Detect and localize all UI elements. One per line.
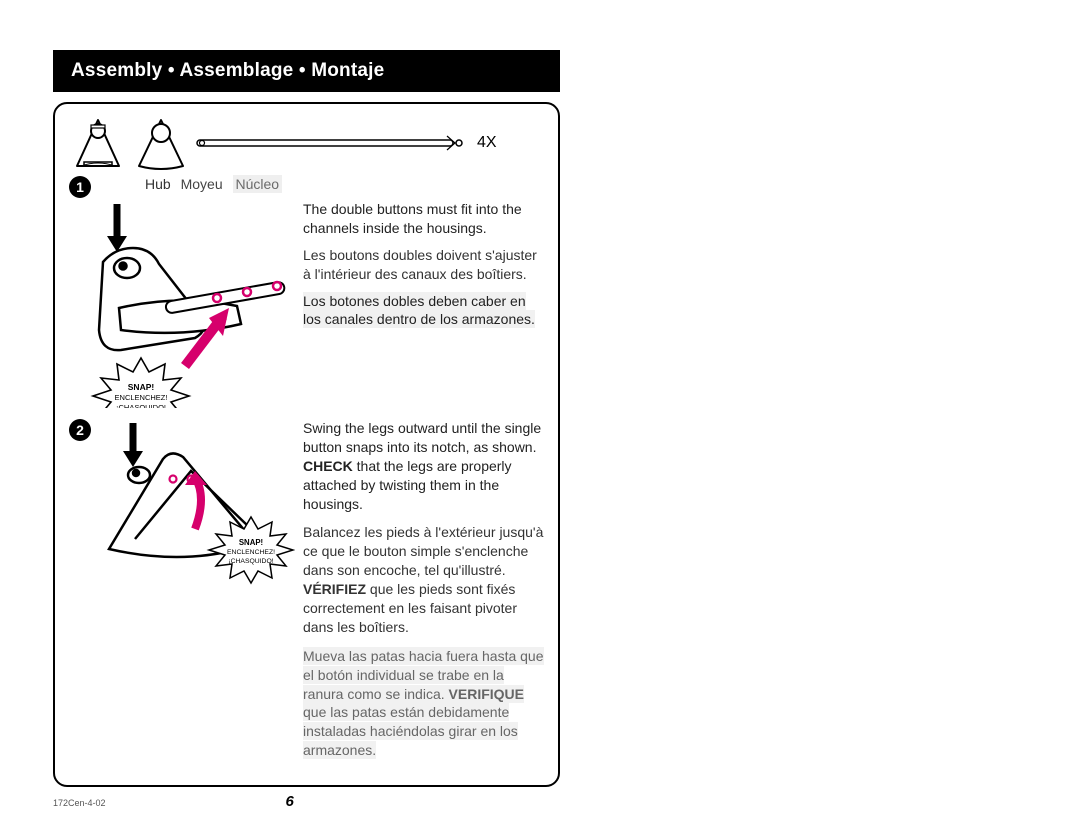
snap-text-2: ENCLENCHEZ!	[115, 393, 168, 402]
snap2-text-1: SNAP!	[239, 538, 263, 547]
snap-callout-icon: SNAP! ENCLENCHEZ! ¡CHASQUIDO!	[93, 358, 189, 408]
snap2-text-2: ENCLENCHEZ!	[227, 549, 275, 556]
part-hub-back-icon	[69, 116, 127, 170]
parts-row: 4X	[69, 116, 544, 170]
step-1-text-col: The double buttons must fit into the cha…	[303, 176, 544, 337]
down-arrow-icon	[107, 204, 127, 252]
step2-text-en: Swing the legs outward until the single …	[303, 419, 544, 513]
section-title-bar: Assembly • Assemblage • Montaje	[53, 50, 560, 92]
hub-label-en: Hub	[145, 176, 171, 192]
hub-labels: Hub Moyeu Núcleo	[145, 176, 295, 192]
step2-text-fr: Balancez les pieds à l'extérieur jusqu'à…	[303, 523, 544, 636]
step-2: 2	[69, 419, 544, 770]
page-number: 6	[286, 793, 294, 810]
snap-text-3: ¡CHASQUIDO!	[116, 403, 166, 408]
step1-text-es: Los botones dobles deben caber en los ca…	[303, 292, 544, 330]
step-1-badge: 1	[69, 176, 91, 198]
hub-label-es: Núcleo	[233, 175, 283, 193]
hub-label-fr: Moyeu	[181, 176, 223, 192]
step-1-illustration: SNAP! ENCLENCHEZ! ¡CHASQUIDO!	[69, 198, 295, 408]
doc-number: 172Cen-4-02	[53, 798, 106, 808]
section-title: Assembly • Assemblage • Montaje	[71, 60, 384, 81]
step1-text-en: The double buttons must fit into the cha…	[303, 200, 544, 238]
snap2-text-3: ¡CHASQUIDO!	[228, 558, 273, 565]
step2-text-es: Mueva las patas hacia fuera hasta que el…	[303, 647, 544, 760]
step-1-illustration-col: 1 Hub Moyeu Núcleo	[69, 176, 295, 413]
step-2-text-col: Swing the legs outward until the single …	[303, 419, 544, 770]
down-arrow-icon	[123, 423, 143, 467]
instruction-panel: 4X 1 Hub Moyeu Núcleo	[53, 102, 560, 787]
step-2-illustration: SNAP! ENCLENCHEZ! ¡CHASQUIDO!	[99, 419, 295, 589]
step-2-badge: 2	[69, 419, 91, 441]
step1-text-fr: Les boutons doubles doivent s'ajuster à …	[303, 246, 544, 284]
page-footer: 172Cen-4-02 6	[53, 793, 560, 810]
snap-text-1: SNAP!	[128, 382, 155, 392]
parts-qty-label: 4X	[477, 134, 497, 152]
part-hub-front-icon	[133, 116, 189, 170]
step-1: 1 Hub Moyeu Núcleo	[69, 176, 544, 413]
part-leg-bar-icon	[195, 134, 465, 152]
step-2-illustration-col: 2	[69, 419, 295, 589]
